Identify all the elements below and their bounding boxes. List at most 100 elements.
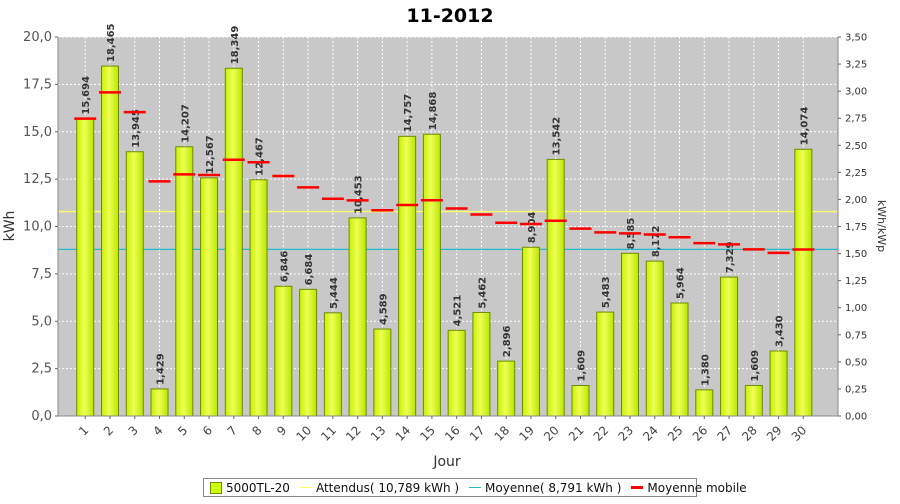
bar-value-label: 1,429 — [156, 353, 167, 385]
x-tick-label: 23 — [615, 423, 636, 444]
y-tick-label: 17,5 — [23, 77, 52, 92]
legend-item-moving-average: Moyenne mobile — [631, 480, 747, 495]
bar-value-label: 14,207 — [180, 104, 191, 143]
x-tick-label: 12 — [343, 423, 364, 444]
x-tick-label: 11 — [318, 423, 339, 444]
x-tick-label: 8 — [249, 423, 264, 438]
legend-swatch-bars — [210, 481, 222, 494]
bar-value-label: 12,567 — [205, 135, 216, 174]
x-tick-label: 21 — [566, 423, 587, 444]
bar — [447, 329, 466, 417]
x-tick-label: 7 — [225, 423, 240, 438]
bar — [398, 135, 417, 417]
x-tick-label: 3 — [126, 423, 141, 438]
bar — [299, 288, 318, 417]
bar-value-label: 18,465 — [106, 23, 117, 62]
x-tick-label: 19 — [516, 423, 537, 444]
y-tick-label: 20,0 — [23, 30, 52, 45]
x-tick-label: 9 — [274, 423, 289, 438]
x-tick-label: 15 — [417, 423, 438, 444]
bar — [76, 118, 95, 417]
bar-value-label: 8,904 — [527, 212, 538, 244]
bar — [521, 246, 540, 417]
bar-value-label: 15,694 — [81, 76, 92, 115]
x-tick-label: 29 — [764, 423, 785, 444]
x-tick-label: 25 — [665, 423, 686, 444]
x-tick-label: 6 — [200, 423, 215, 438]
y2-tick-label: 1,75 — [845, 222, 867, 233]
x-tick-label: 28 — [739, 423, 760, 444]
bar-value-label: 4,521 — [453, 295, 464, 327]
bar — [571, 385, 590, 417]
bar — [769, 350, 788, 417]
bar-value-label: 14,074 — [799, 107, 810, 146]
bar-value-label: 4,589 — [378, 293, 389, 325]
bar — [621, 252, 639, 417]
legend-swatch-moyenne — [469, 487, 482, 488]
bar — [472, 311, 491, 417]
bar-value-label: 6,684 — [304, 254, 315, 286]
legend-swatch-moving-average — [631, 486, 644, 489]
x-tick-label: 20 — [541, 423, 562, 444]
x-tick-label: 2 — [101, 423, 116, 438]
bar — [645, 260, 664, 417]
y2-tick-label: 0,00 — [845, 412, 867, 423]
legend-item-moyenne: Moyenne( 8,791 kWh ) — [469, 481, 621, 495]
bar — [744, 385, 763, 417]
y2-tick-label: 3,50 — [845, 33, 867, 44]
bar — [670, 302, 689, 417]
x-tick-label: 24 — [640, 423, 661, 444]
y-tick-label: 12,5 — [23, 172, 52, 187]
x-tick-label: 27 — [714, 423, 735, 444]
x-tick-label: 16 — [442, 423, 463, 444]
bar — [101, 65, 119, 417]
bar — [348, 217, 367, 417]
bar — [125, 151, 144, 417]
y2-tick-label: 0,50 — [845, 357, 867, 368]
y2-tick-label: 3,00 — [845, 87, 867, 98]
bar — [200, 177, 219, 417]
bar — [596, 311, 615, 417]
y2-tick-label: 1,00 — [845, 303, 867, 314]
y-tick-label: 7,5 — [31, 267, 52, 282]
legend-swatch-attendus — [299, 487, 312, 488]
y2-axis-title: kWh/kWp — [875, 200, 888, 252]
bar — [323, 312, 342, 417]
bar-value-label: 14,868 — [428, 92, 439, 131]
legend-label-bars: 5000TL-20 — [226, 480, 290, 495]
y2-tick-label: 0,25 — [845, 384, 867, 395]
bar — [150, 388, 169, 417]
x-tick-label: 1 — [76, 423, 91, 438]
y-tick-label: 2,5 — [31, 362, 52, 377]
bar-value-label: 5,444 — [329, 277, 340, 309]
x-tick-label: 13 — [368, 423, 389, 444]
bar-value-label: 14,757 — [403, 94, 414, 133]
bar-value-label: 1,609 — [576, 350, 587, 382]
bar — [249, 179, 268, 417]
x-tick-label: 5 — [175, 423, 190, 438]
y-tick-label: 5,0 — [31, 314, 52, 329]
y2-tick-label: 2,25 — [845, 168, 867, 179]
legend-label-moving-average: Moyenne mobile — [647, 480, 747, 495]
bar-value-label: 3,430 — [775, 315, 786, 347]
legend-label-moyenne: Moyenne( 8,791 kWh ) — [485, 480, 622, 495]
bar — [546, 158, 565, 417]
bar — [175, 146, 194, 417]
bar-value-label: 18,349 — [230, 26, 241, 65]
chart-title: 11-2012 — [406, 5, 493, 27]
bar-value-label: 7,329 — [725, 241, 736, 273]
bar — [695, 389, 714, 417]
y2-tick-label: 2,50 — [845, 141, 867, 152]
y2-tick-label: 3,25 — [845, 60, 867, 71]
x-tick-label: 30 — [789, 423, 810, 444]
bar-value-label: 13,945 — [131, 109, 142, 148]
bar-value-label: 5,462 — [477, 277, 488, 309]
chart-legend: 5000TL-20 Attendus( 10,789 kWh ) Moyenne… — [203, 478, 747, 497]
bar-value-label: 1,380 — [700, 354, 711, 386]
bar — [274, 285, 293, 417]
x-tick-label: 10 — [294, 423, 315, 444]
bar — [422, 133, 441, 417]
y-axis-title: kWh — [2, 211, 18, 242]
